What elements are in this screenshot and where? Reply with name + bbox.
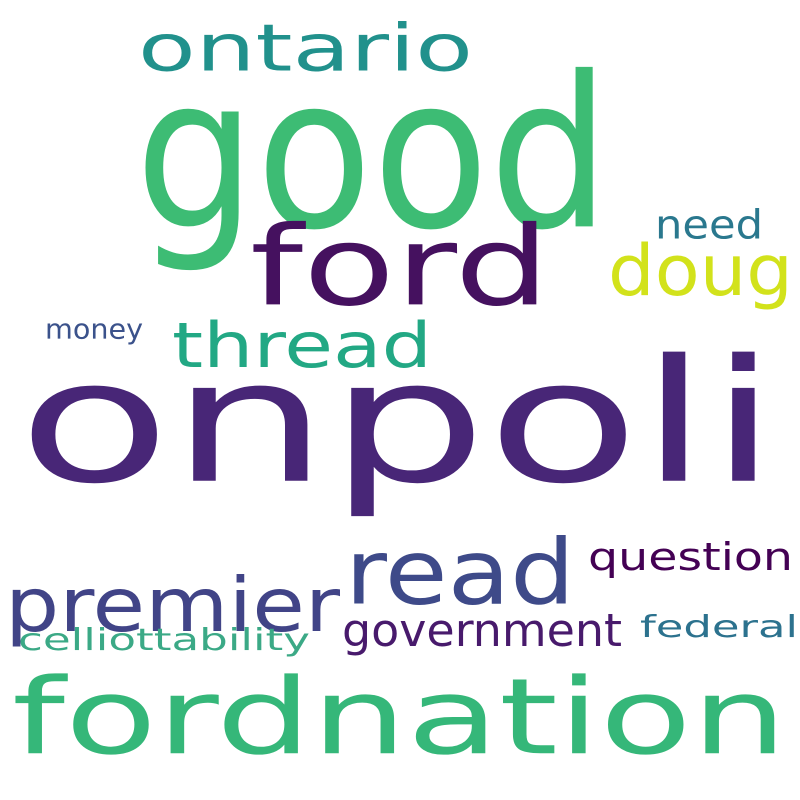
word-premier: premier — [5, 561, 340, 649]
word-government: government — [342, 603, 622, 657]
word-question: question — [588, 534, 793, 580]
word-ontario: ontario — [138, 10, 473, 87]
word-federal: federal — [640, 609, 798, 645]
word-doug: doug — [608, 229, 793, 312]
word-money: money — [45, 312, 143, 346]
word-read: read — [345, 519, 575, 626]
word-fordnation: fordnation — [12, 655, 787, 779]
word-good: good — [135, 31, 610, 277]
word-ford: ford — [250, 202, 550, 331]
word-need: need — [655, 201, 763, 249]
word-celliottability: celliottability — [18, 622, 310, 658]
word-onpoli: onpoli — [18, 322, 779, 522]
word-thread: thread — [172, 309, 432, 382]
